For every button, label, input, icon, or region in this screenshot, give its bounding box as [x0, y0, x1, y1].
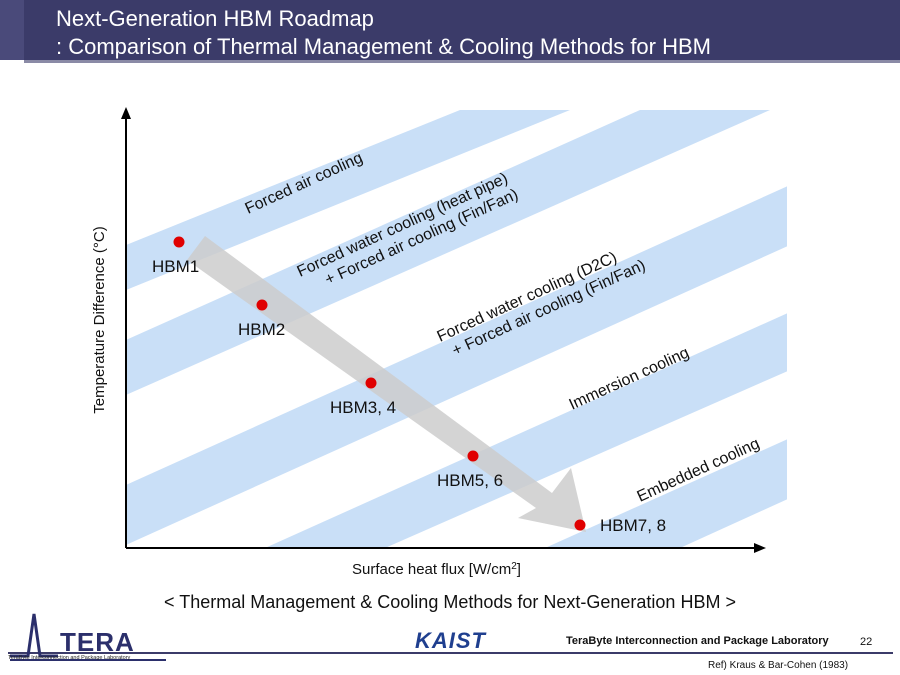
hbm-points: HBM1 HBM2 HBM3, 4 HBM5, 6 HBM7, 8 [152, 236, 666, 535]
slide-header: Next-Generation HBM Roadmap : Comparison… [0, 0, 900, 63]
slide-title-line-1: Next-Generation HBM Roadmap [56, 6, 374, 31]
reference-note: Ref) Kraus & Bar-Cohen (1983) [708, 660, 849, 671]
header-bar [24, 0, 900, 60]
point-hbm2 [256, 299, 268, 311]
band-immersion [265, 313, 787, 548]
lab-name: TeraByte Interconnection and Package Lab… [566, 635, 829, 647]
trend-arrow [187, 236, 586, 532]
header-accent-block [0, 0, 24, 60]
y-axis-arrowhead [121, 107, 131, 119]
point-label-hbm1: HBM1 [152, 257, 199, 276]
slide-title-line-2: : Comparison of Thermal Management & Coo… [56, 34, 711, 59]
tera-logo-text: TERA [60, 627, 135, 657]
tera-logo-subtitle: TeraByte Interconnection and Package Lab… [8, 655, 131, 661]
point-hbm3-4 [365, 377, 377, 389]
kaist-logo: KAIST [415, 628, 486, 653]
point-label-hbm5-6: HBM5, 6 [437, 471, 503, 490]
point-hbm1 [173, 236, 185, 248]
figure-caption: < Thermal Management & Cooling Methods f… [164, 592, 736, 612]
footer-rule [8, 652, 893, 654]
point-label-hbm3-4: HBM3, 4 [330, 398, 396, 417]
point-hbm7-8 [574, 519, 586, 531]
tera-logo-icon [10, 613, 166, 661]
header-underline [24, 60, 900, 63]
point-label-hbm7-8: HBM7, 8 [600, 516, 666, 535]
band-embedded [545, 439, 787, 548]
page-number: 22 [860, 636, 873, 648]
x-axis-label: Surface heat flux [W/cm2] [352, 561, 521, 579]
point-hbm5-6 [467, 450, 479, 462]
band-d2c [127, 186, 787, 545]
y-axis-label: Temperature Difference (°C) [91, 226, 108, 413]
point-label-hbm2: HBM2 [238, 320, 285, 339]
band-forced-air [127, 110, 570, 290]
x-axis-arrowhead [754, 543, 766, 553]
